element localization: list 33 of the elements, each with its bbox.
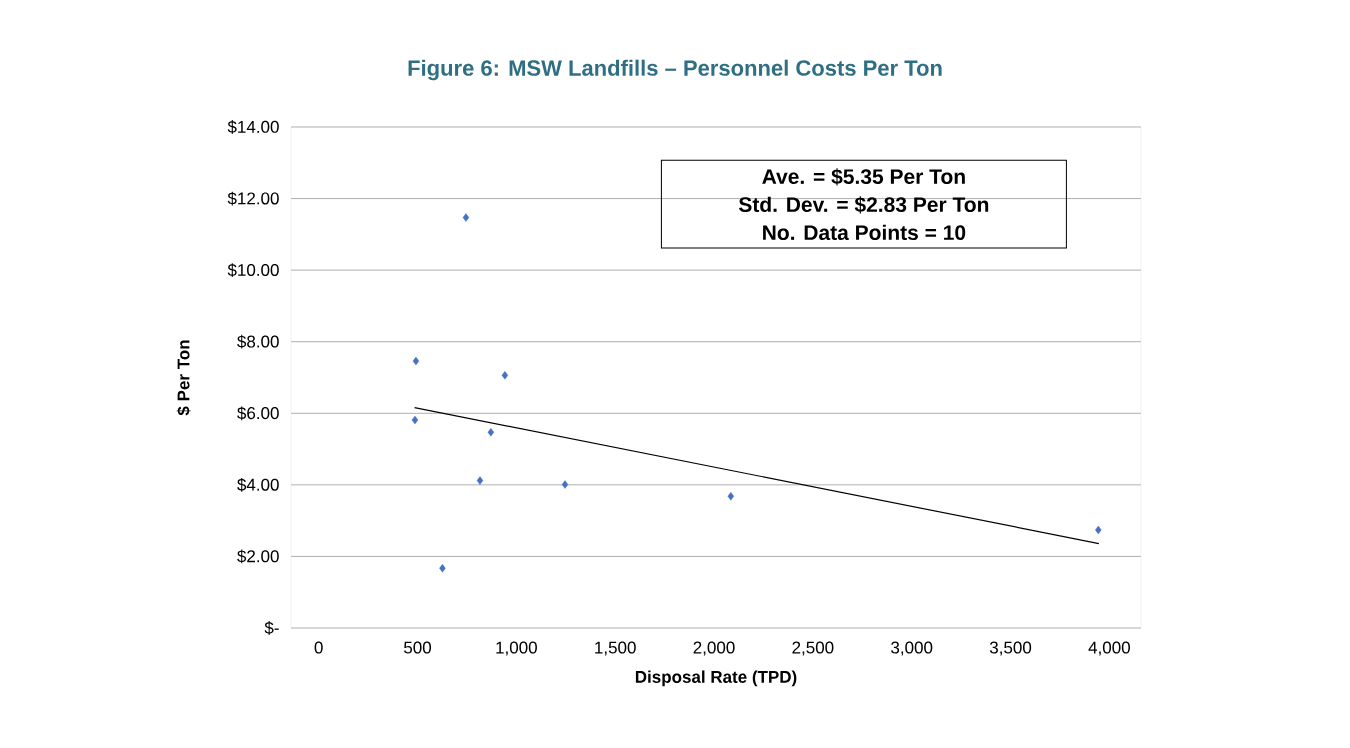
y-tick-label: $10.00 — [227, 263, 279, 278]
y-tick-label: $12.00 — [227, 191, 279, 206]
point — [412, 356, 420, 366]
x-tick-label: 500 — [404, 641, 432, 654]
x-tick-label: 0 — [314, 641, 323, 654]
y-tick-label: $6.00 — [237, 406, 279, 421]
y-axis-title: $ Per Ton — [176, 340, 191, 416]
y-tick-label: $2.00 — [237, 549, 279, 564]
x-tick-label: 3,000 — [891, 641, 933, 656]
point — [727, 492, 735, 501]
point — [561, 480, 569, 489]
point — [462, 213, 470, 222]
annotation: Ave. = $5.35 Per Ton — [762, 168, 965, 186]
x-tick-label: 3,500 — [989, 641, 1032, 656]
y-tick-label: $- — [264, 621, 279, 635]
point — [501, 371, 509, 380]
point — [1095, 525, 1102, 535]
y-tick-label: $14.00 — [227, 120, 279, 134]
x-tick-label: 1,500 — [595, 641, 636, 656]
x-tick-label: 4,000 — [1088, 641, 1130, 656]
point — [411, 415, 419, 425]
chart-title: Figure 6: MSW Landfills – Personnel Costs Per Ton — [408, 59, 942, 81]
point — [476, 476, 484, 485]
x-tick-label: 2,500 — [792, 641, 834, 656]
annotation: Std. Dev. = $2.83 Per Ton — [738, 196, 989, 214]
point — [439, 564, 446, 573]
point — [487, 428, 495, 437]
y-tick-label: $8.00 — [237, 334, 279, 349]
annotation: No. Data Points = 10 — [763, 224, 966, 241]
x-tick-label: 1,000 — [496, 641, 537, 656]
y-tick-label: $4.00 — [237, 477, 279, 492]
x-tick-label: 2,000 — [693, 641, 735, 656]
x-axis-title: Disposal Rate (TPD) — [635, 670, 797, 687]
